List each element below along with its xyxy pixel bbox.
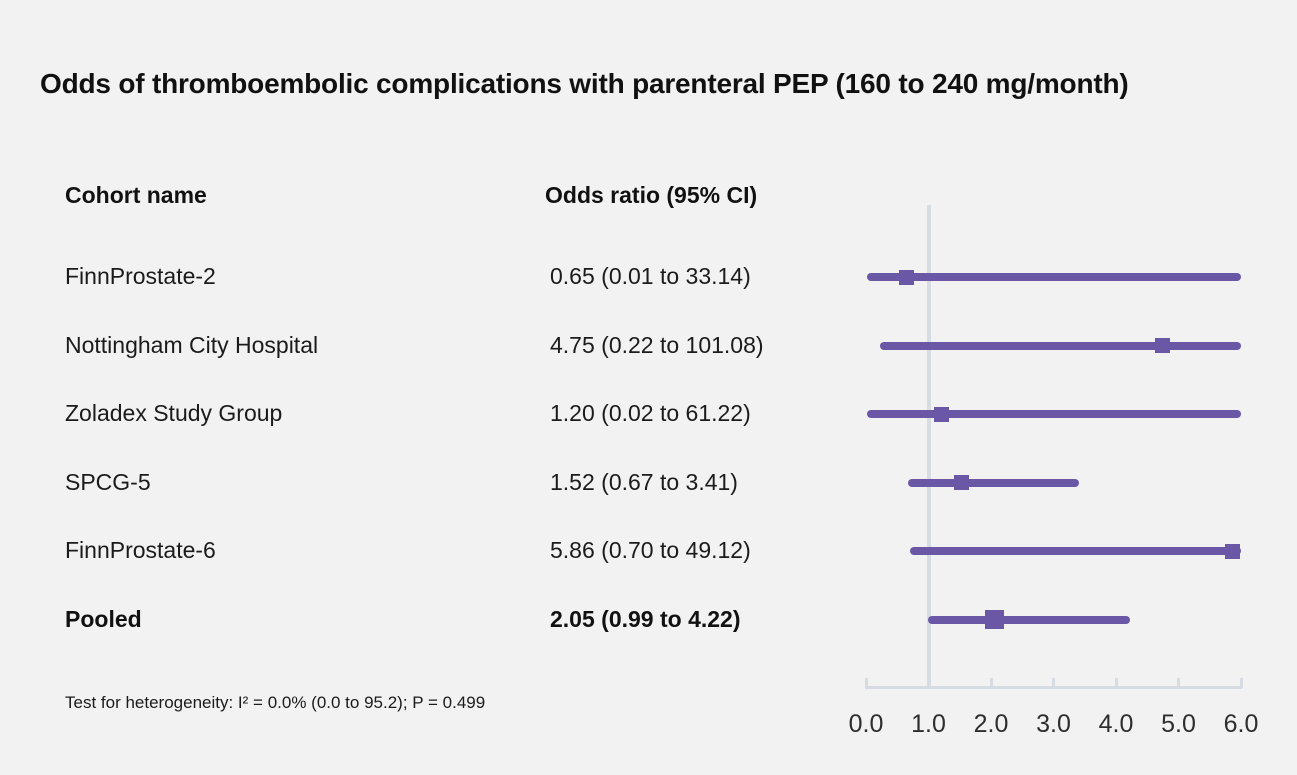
cohort-label: FinnProstate-2 <box>65 263 216 289</box>
x-axis-tick-label: 6.0 <box>1223 710 1259 738</box>
reference-line-or-1 <box>926 205 931 688</box>
x-axis-tick <box>1239 678 1243 688</box>
x-axis-tick-label: 2.0 <box>973 710 1009 738</box>
x-axis-tick <box>864 678 868 688</box>
odds-ratio-value: 1.52 (0.67 to 3.41) <box>550 468 738 495</box>
point-estimate-marker <box>933 406 949 422</box>
x-axis-tick <box>1114 678 1118 688</box>
chart-title: Odds of thromboembolic complications wit… <box>40 68 1129 99</box>
odds-ratio-value: 4.75 (0.22 to 101.08) <box>550 331 764 358</box>
odds-ratio-value: 2.05 (0.99 to 4.22) <box>550 605 741 632</box>
x-axis-tick <box>989 678 993 688</box>
x-axis-tick-label: 5.0 <box>1161 710 1196 738</box>
x-axis-tick-label: 3.0 <box>1036 710 1071 738</box>
heterogeneity-footnote: Test for heterogeneity: I² = 0.0% (0.0 t… <box>65 693 486 712</box>
point-estimate-marker <box>953 475 969 490</box>
confidence-interval-line <box>879 341 1241 350</box>
odds-ratio-value: 5.86 (0.70 to 49.12) <box>550 537 751 563</box>
cohort-label: FinnProstate-6 <box>65 537 216 563</box>
confidence-interval-line <box>907 478 1080 487</box>
confidence-interval-line <box>909 547 1241 555</box>
confidence-interval-line <box>927 615 1130 624</box>
x-axis-tick <box>927 678 930 688</box>
odds-ratio-value: 1.20 (0.02 to 61.22) <box>550 400 751 426</box>
column-header-odds-ratio: Odds ratio (95% CI) <box>545 182 758 208</box>
confidence-interval-line <box>867 410 1241 418</box>
pooled-estimate-marker <box>984 610 1004 629</box>
point-estimate-marker <box>899 269 915 285</box>
point-estimate-marker <box>1224 543 1240 559</box>
cohort-label: SPCG-5 <box>65 468 151 495</box>
column-header-cohort: Cohort name <box>65 182 207 208</box>
x-axis-tick-label: 1.0 <box>911 710 946 738</box>
odds-ratio-value: 0.65 (0.01 to 33.14) <box>550 263 751 289</box>
x-axis-tick <box>1052 678 1055 688</box>
cohort-label: Zoladex Study Group <box>65 400 283 426</box>
x-axis-tick-label: 0.0 <box>848 710 884 738</box>
x-axis-tick <box>1177 678 1180 688</box>
x-axis-tick-label: 4.0 <box>1098 710 1134 738</box>
cohort-label: Nottingham City Hospital <box>65 331 319 358</box>
confidence-interval-line <box>866 273 1241 281</box>
point-estimate-marker <box>1155 338 1171 353</box>
cohort-label: Pooled <box>65 605 142 632</box>
